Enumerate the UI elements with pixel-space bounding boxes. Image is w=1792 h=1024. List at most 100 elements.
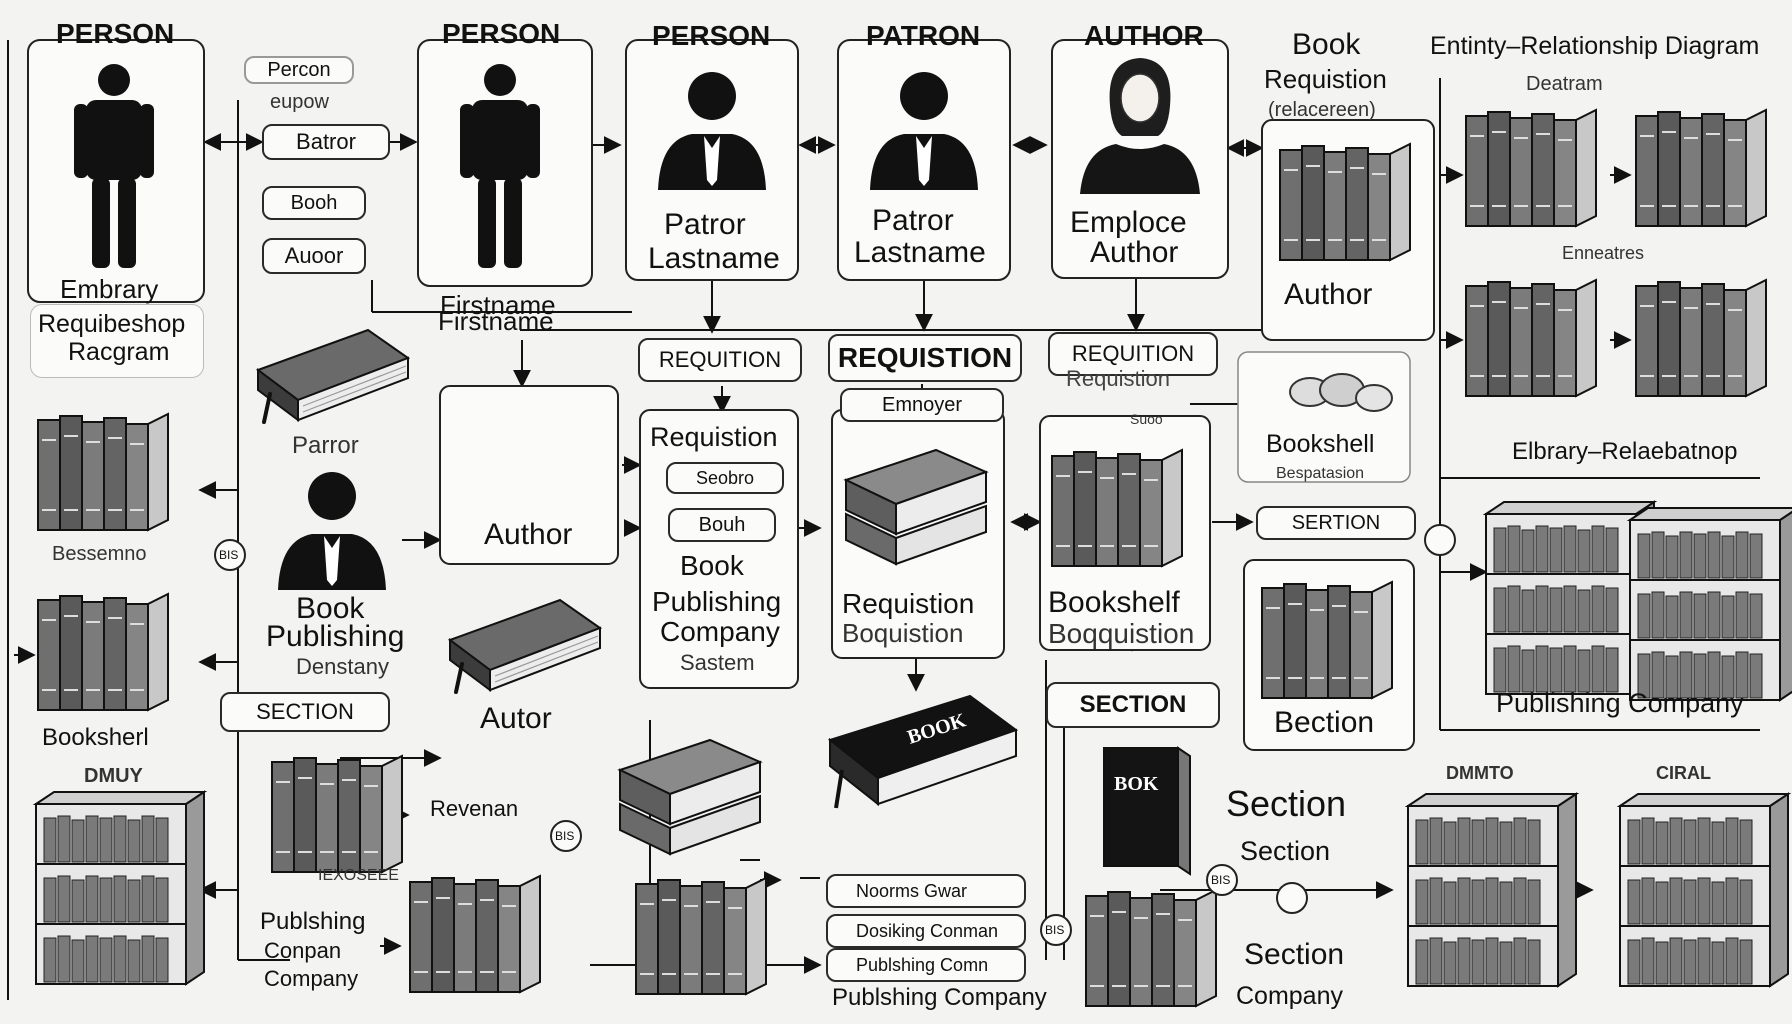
book-requisition-title: Requistion [1264, 64, 1387, 94]
books-row-icon [37, 413, 169, 531]
diagram-title: Entinty–Relationship Diagram [1430, 32, 1760, 60]
section-pill-left[interactable]: SECTION [220, 692, 390, 732]
pub-line1: Publshing [260, 908, 366, 935]
batror-pill[interactable]: Batror [262, 124, 390, 160]
bookshelf-icon [1629, 507, 1792, 701]
enneatres-label: Enneatres [1562, 243, 1645, 263]
book-requisition-sub: (relacereen) [1268, 99, 1376, 121]
author-header: AUTHOR [1084, 20, 1204, 51]
bookshelf-icon [35, 791, 205, 985]
dmur-label: DMUY [84, 765, 143, 787]
tag1-label: DMMTO [1446, 763, 1514, 783]
person-caption: Requibeshop [38, 310, 186, 338]
books-row-icon [1261, 581, 1393, 699]
badge-label: BIS [1211, 873, 1231, 887]
closed-book-icon [256, 328, 410, 424]
autor-label: Autor [480, 702, 552, 735]
req-boq-line1: Requistion [842, 588, 975, 619]
booksherl-label: Booksherl [42, 724, 149, 751]
requistion-box-label: Requistion [650, 422, 778, 452]
tag2-label: CIRAL [1656, 763, 1711, 783]
author-caption: Emploce [1070, 206, 1187, 239]
person-caption: Embrary [60, 274, 159, 304]
employer-note: Suoo [1130, 411, 1163, 427]
requisition-pill[interactable]: REQUITION [638, 338, 802, 382]
revenan-label: Revenan [430, 796, 519, 821]
requisition-pill[interactable]: REQUITION [1048, 332, 1218, 376]
bookshelf-sub: Bespatasion [1276, 465, 1365, 482]
books-row-icon [1465, 109, 1597, 227]
badge-label: BIS [555, 829, 575, 843]
publishing-label: Publishing Company [1496, 688, 1744, 718]
book-person-line2: Publishing [266, 620, 405, 653]
company-low-label: Company [1236, 982, 1343, 1010]
bottom-pill[interactable]: Noorms Gwar [826, 874, 1026, 908]
pub-line3: Company [264, 966, 359, 991]
author-box[interactable] [439, 385, 619, 565]
book-requisition-title: Book [1292, 28, 1361, 61]
bookshelf-icon [1407, 793, 1577, 987]
connector-badges [214, 524, 1456, 946]
books-row-icon [271, 755, 403, 873]
percon-pill[interactable]: Percon [244, 56, 354, 84]
section-big-label: Section [1226, 783, 1347, 824]
elbrary-label: Elbrary–Relaebatnop [1512, 438, 1738, 465]
diagram-subtitle: Deatram [1526, 73, 1603, 95]
sertion-pill[interactable]: SERTION [1256, 506, 1416, 540]
person-header: PERSON [56, 18, 175, 49]
book-person-line3: Denstany [296, 654, 389, 679]
parnor-label: Parror [292, 432, 359, 459]
section-sm-label: Section [1240, 836, 1331, 866]
employer-pill[interactable]: Emnoyer [840, 388, 1004, 422]
books-row-icon [1635, 279, 1767, 397]
bookshelf-entity-box[interactable] [1237, 351, 1411, 483]
tall-black-book-icon: BOK [1103, 746, 1191, 876]
besserno-label: Bessemno [52, 543, 147, 565]
person-caption: Patror [664, 208, 746, 241]
bookshelf-icon [1619, 793, 1789, 987]
patron-caption: Lastname [854, 236, 986, 269]
booh-pill[interactable]: Booh [262, 186, 366, 220]
bottom-pill[interactable]: Publshing Comn [826, 948, 1026, 982]
patron-header: PATRON [866, 20, 981, 51]
bpc-line1: Book [680, 550, 744, 581]
book-stack-icon [619, 739, 761, 855]
pub-line2: Conpan [264, 938, 342, 963]
person-bust-icon [278, 472, 386, 590]
person-caption: Racgram [68, 338, 170, 366]
bookshelf-boq-line2: Boqquistion [1048, 618, 1195, 649]
bottom-caption: Publshing Company [832, 984, 1047, 1011]
bottom-pill[interactable]: Dosiking Conman [826, 914, 1026, 948]
books-row-icon [1465, 279, 1597, 397]
lexoseee-label: IEXOSEEE [318, 867, 399, 884]
bpc-line3: Company [660, 616, 780, 647]
closed-book-icon [448, 598, 602, 694]
book-requisition-caption: Author [1284, 278, 1373, 311]
requisition-pill[interactable]: REQUISTION [828, 334, 1022, 382]
author-box-label: Author [484, 518, 573, 551]
connector-lines [7, 40, 1760, 1000]
embrary-note-card [30, 304, 204, 378]
person-header: PERSON [652, 20, 771, 51]
person-caption: Lastname [648, 242, 780, 275]
black-book-icon: BOOK [827, 694, 1019, 809]
books-row-icon [37, 593, 169, 711]
person-header: PERSON [442, 18, 561, 49]
person-caption: Firstname [440, 290, 556, 320]
books-row-icon [635, 877, 767, 995]
bookshelf-icon [1485, 501, 1655, 695]
req-boq-line2: Boquistion [842, 618, 964, 648]
patron-caption: Patror [872, 204, 954, 237]
section-pill-mid[interactable]: SECTION [1046, 682, 1220, 728]
coin-stack-icon [1289, 373, 1393, 412]
books-row-icon [1051, 449, 1183, 567]
seobro-pill[interactable]: Seobro [666, 462, 784, 494]
book-person-line1: Book [296, 592, 365, 625]
bouh-pill[interactable]: Bouh [668, 508, 776, 542]
books-row-icon [1279, 143, 1411, 261]
badge-label: BIS [1045, 923, 1065, 937]
books-row-icon [409, 875, 541, 993]
person-caption: Firstname [438, 306, 554, 336]
books-row-icon [1085, 889, 1217, 1007]
auoor-pill[interactable]: Auoor [262, 238, 366, 274]
